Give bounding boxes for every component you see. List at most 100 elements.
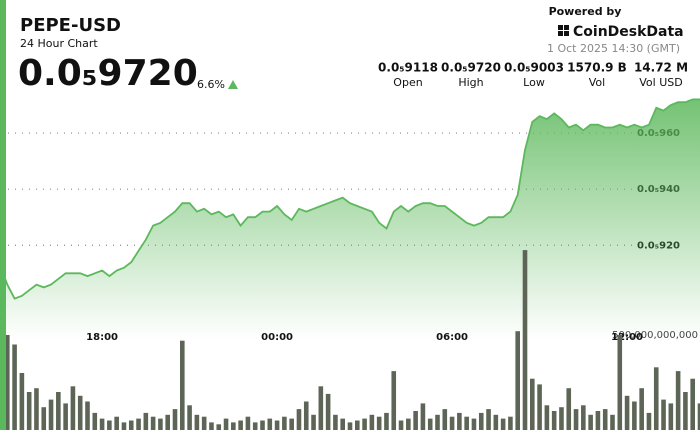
- volume-bar: [588, 414, 593, 430]
- volume-bar: [551, 411, 557, 430]
- volume-bar: [427, 418, 433, 430]
- volume-bar: [581, 405, 586, 430]
- volume-bar: [639, 388, 644, 430]
- stat-value: 1570.9 B: [567, 61, 627, 75]
- volume-bar: [26, 392, 32, 430]
- volume-bar: [63, 403, 68, 430]
- volume-bar: [464, 416, 469, 430]
- volume-bar: [223, 418, 229, 430]
- volume-bar: [537, 384, 542, 430]
- volume-bar: [231, 422, 236, 430]
- stat-value: 0.0₅9003: [504, 61, 564, 75]
- volume-bar: [92, 412, 98, 430]
- volume-bar: [624, 395, 630, 430]
- stat-label: High: [458, 76, 483, 89]
- volume-bar: [56, 392, 61, 430]
- volume-bar: [296, 409, 302, 430]
- volume-bar: [544, 405, 550, 430]
- volume-bar: [121, 422, 127, 430]
- volume-bar: [559, 407, 564, 430]
- accent-strip: [0, 0, 6, 430]
- volume-bar: [668, 403, 674, 430]
- volume-bar: [347, 422, 353, 430]
- price-area: [0, 99, 700, 341]
- volume-bar: [529, 378, 535, 430]
- powered-by: Powered by: [549, 5, 622, 18]
- change: 6.6%: [197, 78, 225, 91]
- volume-bar: [150, 416, 156, 430]
- volume-bar: [661, 399, 666, 430]
- volume-bar: [201, 416, 207, 430]
- volume-bar: [632, 401, 637, 430]
- volume-bar: [143, 412, 149, 430]
- volume-bar: [289, 418, 294, 430]
- volume-bar: [573, 409, 579, 430]
- volume-bar: [675, 371, 681, 430]
- brand-logo: [558, 25, 569, 36]
- volume-bar: [610, 414, 615, 430]
- volume-bar: [449, 416, 455, 430]
- volume-bar: [515, 331, 521, 430]
- volume-bar: [238, 420, 243, 430]
- volume-bar: [617, 335, 623, 430]
- volume-bar: [187, 405, 192, 430]
- stat-label: Open: [393, 76, 422, 89]
- volume-bar: [216, 424, 222, 430]
- volume-bar: [48, 399, 54, 430]
- volume-bar: [4, 335, 10, 430]
- stat-label: Vol USD: [639, 76, 682, 89]
- title: PEPE-USD: [20, 15, 121, 36]
- volume-bar: [653, 367, 659, 430]
- volume-bar: [245, 416, 251, 430]
- volume-bar: [362, 418, 367, 430]
- volume-bar: [19, 373, 25, 430]
- volume-bar: [282, 416, 287, 430]
- volume-bar: [369, 414, 375, 430]
- brand: CoinDeskData: [573, 24, 684, 40]
- volume-bar: [114, 416, 119, 430]
- volume-bar: [85, 401, 90, 430]
- volume-bar: [471, 418, 477, 430]
- volume-bar: [303, 401, 309, 430]
- volume-bar: [260, 420, 265, 430]
- subtitle: 24 Hour Chart: [20, 37, 98, 50]
- volume-bar: [697, 403, 700, 430]
- volume-bar: [391, 371, 397, 430]
- volume-bar: [522, 250, 528, 430]
- volume-bar: [493, 414, 499, 430]
- volume-bar: [384, 412, 389, 430]
- volume-bar: [333, 414, 338, 430]
- volume-bar: [158, 418, 163, 430]
- stat-value: 0.0₅9118: [378, 61, 438, 75]
- volume-bar: [478, 412, 484, 430]
- volume-bar: [12, 344, 17, 430]
- volume-bar: [311, 414, 316, 430]
- plot-area: 0.0₅9600.0₅9400.0₅920500,000,000,00018:0…: [0, 98, 700, 430]
- volume-bar: [683, 392, 688, 430]
- volume-bar: [128, 420, 134, 430]
- volume-bar: [136, 418, 141, 430]
- volume-bar: [325, 393, 331, 430]
- volume-bar: [457, 412, 462, 430]
- volume-bar: [340, 418, 346, 430]
- timestamp: 1 Oct 2025 14:30 (GMT): [547, 42, 680, 55]
- volume-bar: [354, 420, 360, 430]
- volume-bar: [194, 414, 200, 430]
- volume-bar: [209, 422, 214, 430]
- volume-bar: [486, 409, 491, 430]
- volume-bar: [274, 420, 280, 430]
- volume-bar: [267, 418, 273, 430]
- volume-bar: [442, 409, 448, 430]
- volume-bar: [595, 411, 601, 430]
- volume-bar: [34, 388, 39, 430]
- volume-bar: [566, 388, 572, 430]
- volume-bar: [172, 409, 178, 430]
- volume-bar: [41, 407, 47, 430]
- volume-bar: [500, 418, 506, 430]
- volume-bar: [406, 418, 411, 430]
- volume-bar: [376, 416, 382, 430]
- volume-bar: [252, 422, 258, 430]
- stat-label: Low: [523, 76, 545, 89]
